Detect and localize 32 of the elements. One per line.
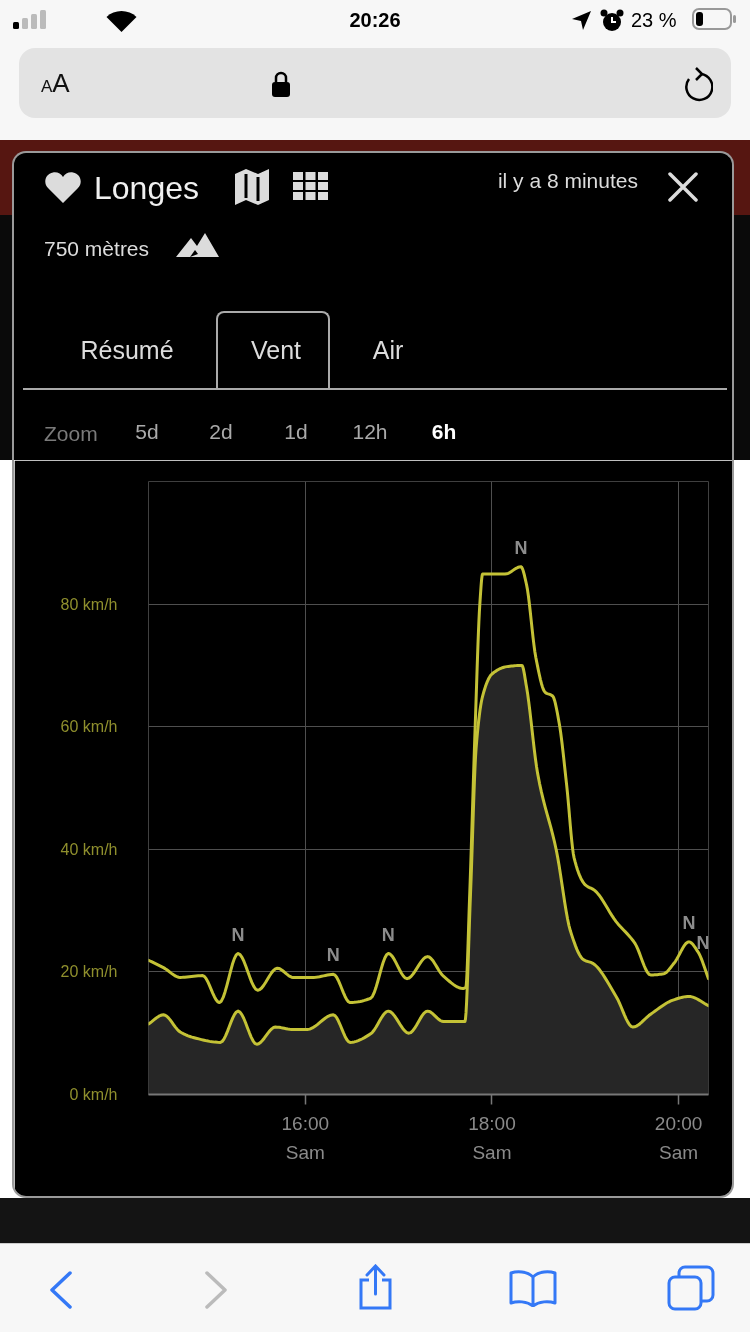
text: Résumé [80, 335, 174, 365]
text: 2d [209, 419, 233, 445]
y-tick-label: 40 km/h [60, 840, 118, 858]
text: AA [41, 68, 70, 99]
x-tick-label: 18:00 [468, 1112, 516, 1134]
text: il y a 8 minutes [497, 168, 638, 194]
text: 1d [284, 419, 308, 445]
text: Air [372, 335, 404, 365]
text: 23 % [631, 8, 677, 32]
annotation: N [682, 912, 696, 933]
chart-title: Longes [94, 169, 199, 207]
text: Sam [472, 1141, 512, 1163]
y-tick-label: 0 km/h [69, 1086, 118, 1103]
x-tick-label: 20:00 [654, 1112, 703, 1134]
annotation: N [514, 537, 528, 558]
text: Zoom [44, 421, 98, 447]
text: Vent [250, 335, 302, 365]
y-tick-label: 80 km/h [60, 595, 118, 613]
annotation: N [696, 932, 710, 953]
annotation: N [231, 924, 245, 945]
text: Sam [285, 1141, 325, 1163]
y-tick-label: 20 km/h [60, 963, 118, 981]
annotation: N [326, 945, 340, 966]
text: 6h [431, 419, 457, 445]
text: 5d [135, 419, 159, 445]
annotation: N [381, 924, 395, 945]
y-tick-label: 60 km/h [60, 718, 118, 736]
chart-subtitle: 750 mètres [44, 236, 150, 262]
text: 20:26 [349, 8, 401, 32]
text: Sam [659, 1141, 699, 1163]
x-tick-label: 16:00 [281, 1112, 330, 1134]
text: 12h [352, 419, 388, 445]
